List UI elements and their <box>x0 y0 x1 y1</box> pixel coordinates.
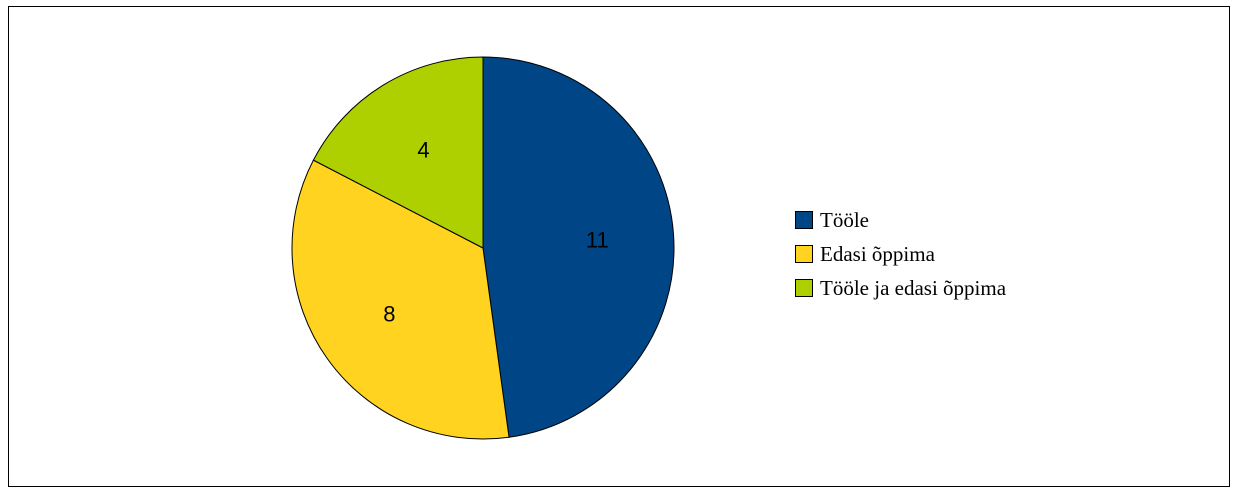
legend-label: Tööle ja edasi õppima <box>820 275 1007 300</box>
legend-item: Tööle <box>795 203 1006 237</box>
legend-swatch <box>795 279 813 297</box>
legend-item: Tööle ja edasi õppima <box>795 271 1006 305</box>
legend-label: Edasi õppima <box>820 241 935 266</box>
legend: Tööle Edasi õppima Tööle ja edasi õppima <box>795 203 1006 305</box>
pie-slice-1 <box>482 56 675 438</box>
slice-value-label: 8 <box>383 302 395 327</box>
chart-frame: 11 8 4 Tööle Edasi õppima Tööle ja edasi õpp… <box>8 6 1230 487</box>
slice-value-label: 11 <box>586 228 609 253</box>
pie-chart: 11 8 4 <box>291 56 675 440</box>
legend-item: Edasi õppima <box>795 237 1006 271</box>
legend-label: Tööle <box>820 207 869 232</box>
pie-slice-2 <box>291 159 510 440</box>
slice-value-label: 4 <box>417 138 429 163</box>
legend-swatch <box>795 245 813 263</box>
pie-slice-3 <box>312 56 484 249</box>
legend-swatch <box>795 211 813 229</box>
